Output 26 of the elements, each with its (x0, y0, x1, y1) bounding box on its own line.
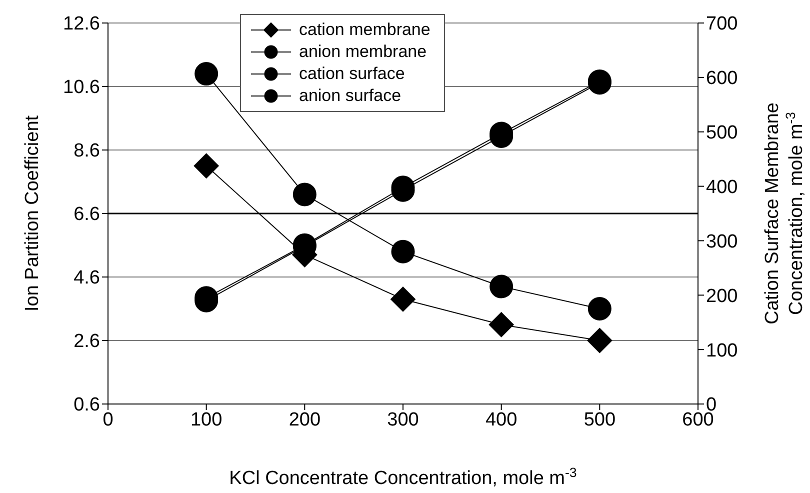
legend-label: cation surface (299, 64, 405, 84)
x-tick-label: 100 (190, 409, 222, 430)
y-tick-label: 8.6 (74, 140, 100, 162)
y2-tick-label: 200 (706, 286, 738, 307)
y-tick-label: 4.6 (74, 268, 100, 289)
y2-tick-label: 400 (706, 177, 738, 198)
y-tick-label: 6.6 (74, 204, 100, 226)
y-tick-label: 10.6 (63, 77, 100, 98)
legend-label: anion membrane (299, 42, 427, 62)
y-axis-title: Ion Partition Coefficient (22, 114, 43, 312)
y2-tick-label: 600 (706, 68, 738, 90)
y2-tick-label: 500 (706, 122, 738, 144)
y-tick-label: 0.6 (74, 394, 100, 416)
y-tick-label: 12.6 (63, 14, 100, 35)
x-tick-label: 400 (485, 409, 518, 430)
x-tick-label: 300 (387, 409, 419, 430)
legend-label: anion surface (299, 86, 402, 106)
y2-tick-label: 700 (706, 14, 738, 35)
y2-tick-label: 100 (706, 340, 738, 362)
x-tick-label: 500 (584, 409, 616, 430)
x-tick-label: 0 (102, 409, 114, 430)
y-tick-label: 2.6 (74, 331, 100, 352)
x-axis-title: KCl Concentrate Concentration, mole m$^{-3}$ (229, 464, 577, 489)
x-tick-label: 200 (288, 409, 321, 430)
legend-label: cation membrane (299, 20, 430, 40)
y2-tick-label: 300 (706, 231, 738, 252)
